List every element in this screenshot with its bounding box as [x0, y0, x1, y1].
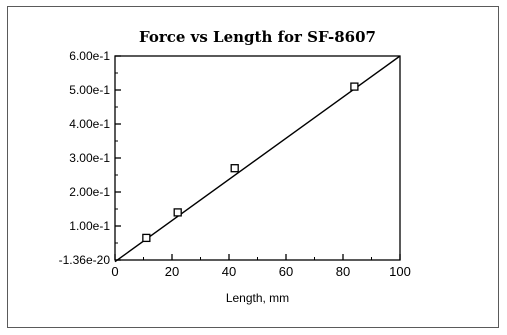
chart-frame: Force vs Length for SF-8607 -1.36e-20 1.0…	[7, 6, 499, 328]
y-tick-label: -1.36e-20	[59, 253, 111, 267]
data-point	[142, 233, 151, 243]
data-point	[230, 164, 239, 173]
x-tick-label: 80	[336, 264, 350, 279]
y-tick-label: 6.00e-1	[69, 49, 110, 63]
x-tick-label: 100	[389, 264, 411, 279]
x-tick-label: 40	[222, 264, 236, 279]
y-tick-label: 3.00e-1	[69, 151, 110, 165]
chart: Force vs Length for SF-8607 -1.36e-20 1.0…	[59, 28, 411, 305]
y-tick-label: 1.00e-1	[69, 219, 110, 233]
y-tick-label: 5.00e-1	[69, 83, 110, 97]
x-axis-label: Length, mm	[226, 291, 289, 305]
x-tick-label: 0	[111, 264, 118, 279]
x-tick-label: 60	[279, 264, 293, 279]
data-point	[350, 82, 359, 91]
data-point	[173, 208, 182, 217]
x-tick-label: 20	[165, 264, 179, 279]
y-tick-label: 2.00e-1	[69, 185, 110, 199]
chart-title: Force vs Length for SF-8607	[139, 28, 376, 46]
y-tick-label: 4.00e-1	[69, 117, 110, 131]
